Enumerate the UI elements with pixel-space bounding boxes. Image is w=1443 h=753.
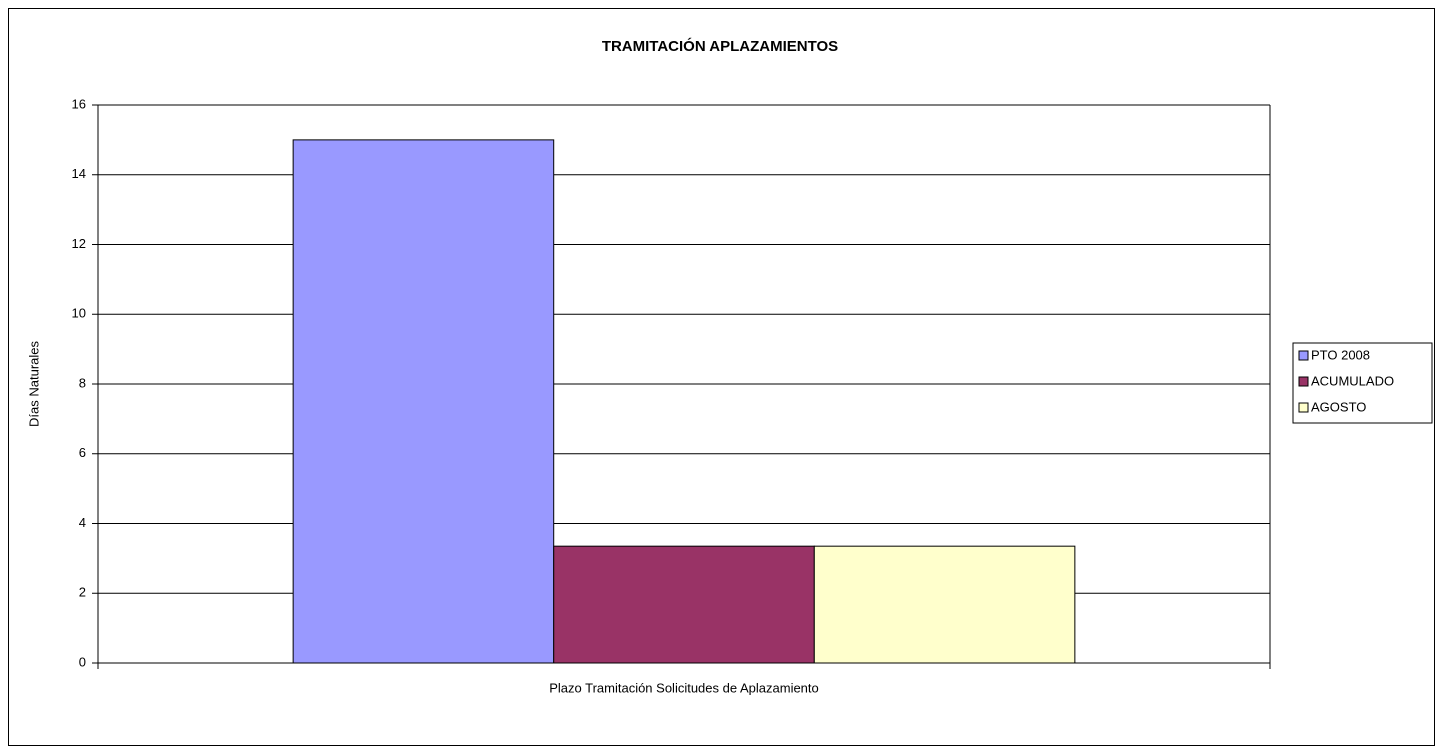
bar xyxy=(553,545,815,664)
bar xyxy=(813,545,1076,664)
chart-title: TRAMITACIÓN APLAZAMIENTOS xyxy=(602,37,838,55)
legend-swatch xyxy=(1298,376,1309,387)
y-tick-label: 0 xyxy=(79,654,86,669)
y-tick-label: 8 xyxy=(79,375,86,390)
bar xyxy=(292,139,555,664)
y-axis-label: Días Naturales xyxy=(26,341,41,427)
y-tick-label: 14 xyxy=(72,166,86,181)
legend-label: ACUMULADO xyxy=(1311,373,1394,388)
y-tick-label: 10 xyxy=(72,306,86,321)
y-tick-label: 16 xyxy=(72,96,86,111)
legend-swatch xyxy=(1298,350,1309,361)
legend-box xyxy=(1292,342,1433,424)
y-tick-label: 2 xyxy=(79,585,86,600)
y-tick-label: 4 xyxy=(79,515,86,530)
y-tick-label: 12 xyxy=(72,236,86,251)
y-tick-label: 6 xyxy=(79,445,86,460)
legend-label: PTO 2008 xyxy=(1311,347,1370,362)
x-tick-label: Plazo Tramitación Solicitudes de Aplazam… xyxy=(549,680,819,695)
legend-swatch xyxy=(1298,402,1309,413)
legend-label: AGOSTO xyxy=(1311,399,1366,414)
